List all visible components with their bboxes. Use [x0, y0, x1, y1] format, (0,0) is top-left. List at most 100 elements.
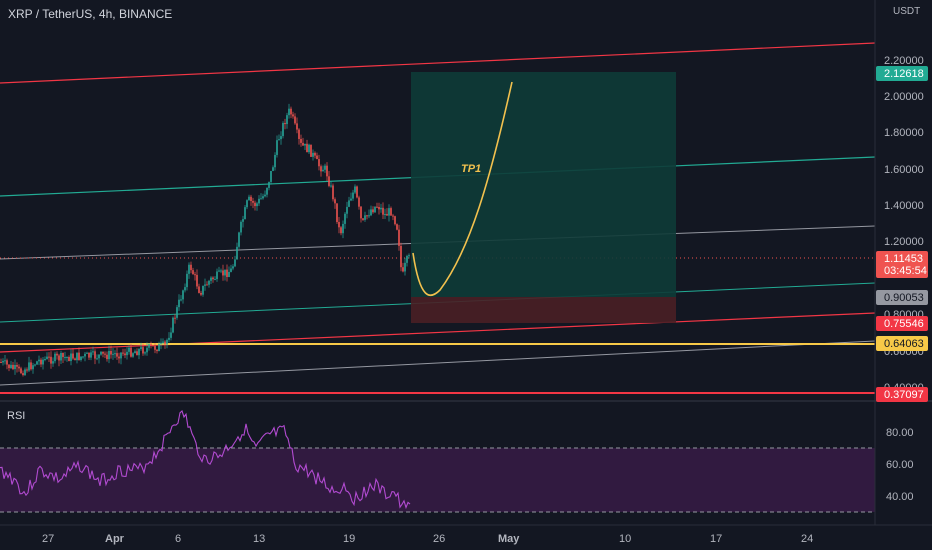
candle-body [270, 170, 272, 182]
candle-body [374, 206, 376, 213]
candle-body [372, 209, 374, 213]
candle-body [16, 365, 18, 367]
candle-body [98, 354, 100, 359]
candle-body [376, 206, 378, 208]
time-tick: Apr [105, 533, 125, 545]
candle-body [308, 144, 310, 153]
candle-body [238, 232, 240, 247]
candle-body [226, 269, 228, 278]
candle-body [146, 347, 148, 353]
candle-body [394, 216, 396, 225]
candle-body [38, 359, 40, 362]
candle-body [190, 264, 192, 271]
candle-body [254, 202, 256, 207]
candle-body [328, 176, 330, 186]
candle-body [278, 139, 280, 141]
candle-body [286, 115, 288, 125]
candle-body [92, 351, 94, 353]
candle-body [324, 165, 326, 170]
candle-body [6, 360, 8, 365]
candle-body [198, 286, 200, 293]
price-tag-bottom [876, 387, 928, 402]
candle-body [230, 268, 232, 272]
candle-body [354, 186, 356, 193]
candle-body [168, 337, 170, 340]
candle-body [214, 279, 216, 281]
target-zone[interactable] [411, 72, 676, 297]
candle-body [232, 266, 234, 269]
symbol-title[interactable]: XRP / TetherUS, 4h, BINANCE [8, 7, 173, 21]
candle-body [28, 362, 30, 371]
candle-body [90, 352, 92, 358]
candle-body [202, 285, 204, 295]
candle-body [284, 123, 286, 125]
candle-body [316, 155, 318, 160]
candle-body [298, 129, 300, 139]
candle-body [32, 365, 34, 370]
time-tick: 13 [253, 533, 265, 545]
candle-body [112, 353, 114, 355]
candle-body [94, 351, 96, 359]
stop-zone[interactable] [411, 297, 676, 323]
candle-body [250, 196, 252, 202]
time-tick: May [498, 533, 520, 545]
rsi-label[interactable]: RSI [7, 410, 26, 422]
projection-curve[interactable] [412, 81, 513, 297]
candle-body [264, 194, 266, 197]
price-tag-stop-text: 0.75546 [884, 318, 924, 330]
candle-body [54, 353, 56, 362]
rsi-tick: 40.00 [886, 491, 914, 503]
rsi-pane[interactable] [0, 410, 875, 513]
candle-body [8, 364, 10, 369]
candle-body [188, 264, 190, 274]
candle-body [166, 339, 168, 345]
price-axis[interactable]: 2.20000 2.00000 1.80000 1.60000 1.40000 … [874, 0, 928, 525]
candle-body [288, 108, 290, 116]
candle-body [392, 215, 394, 217]
price-tag-last-text: 1.11453 [884, 253, 923, 265]
price-tick: 1.80000 [884, 127, 924, 139]
candle-body [78, 352, 80, 361]
time-axis[interactable]: 27 Apr 6 13 19 26 May 10 17 24 [0, 524, 932, 545]
candle-body [136, 351, 138, 356]
candle-body [210, 277, 212, 281]
candle-body [406, 256, 408, 263]
candle-body [138, 349, 140, 356]
candle-body [172, 317, 174, 333]
rsi-line [0, 410, 411, 510]
candle-body [108, 351, 110, 360]
main-pane[interactable]: TP1 [0, 42, 876, 394]
candle-body [258, 198, 260, 204]
lower-red-channel-line[interactable] [0, 312, 876, 353]
candle-body [334, 199, 336, 204]
candle-body [356, 186, 358, 198]
time-tick: 26 [433, 533, 445, 545]
candle-body [64, 357, 66, 359]
upper-red-channel-line[interactable] [0, 42, 876, 84]
rsi-band [0, 448, 875, 512]
candle-body [4, 360, 6, 362]
candle-body [300, 138, 302, 143]
candle-body [276, 140, 278, 155]
candle-body [234, 259, 236, 267]
currency-label: USDT [893, 6, 921, 17]
candle-body [10, 364, 12, 369]
candle-body [314, 152, 316, 156]
candle-body [140, 347, 142, 350]
candle-body [398, 229, 400, 246]
candle-body [174, 317, 176, 319]
candle-body [364, 215, 366, 220]
candle-body [246, 200, 248, 208]
candle-body [34, 364, 36, 366]
bottom-gray-channel-line[interactable] [0, 340, 876, 386]
candle-body [370, 209, 372, 216]
candle-body [306, 143, 308, 153]
candle-body [44, 359, 46, 361]
candle-body [336, 203, 338, 222]
candlestick-series [0, 103, 410, 377]
candle-body [122, 352, 124, 354]
price-tag-gray [876, 290, 928, 305]
candle-body [14, 365, 16, 370]
candle-body [326, 165, 328, 177]
